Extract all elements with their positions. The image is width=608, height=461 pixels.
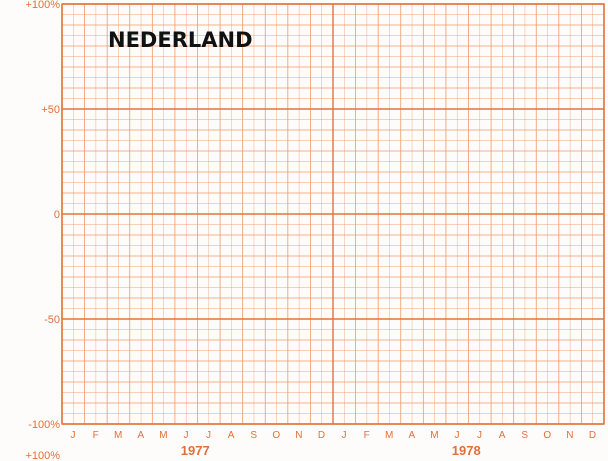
x-tick-label: J: [342, 430, 348, 441]
x-tick-label: F: [93, 430, 100, 441]
x-tick-label: N: [566, 430, 574, 441]
x-tick-label: M: [114, 430, 123, 441]
y-axis-tick-labels: +100% +50 0 -50 -100% +100%: [25, 0, 60, 461]
x-tick-label: M: [159, 430, 168, 441]
x-tick-label: D: [589, 430, 597, 441]
year-labels: 1977 1978: [181, 443, 481, 458]
x-tick-label: F: [364, 430, 371, 441]
year-label: 1978: [452, 443, 481, 458]
x-tick-label: N: [295, 430, 303, 441]
year-label: 1977: [181, 443, 210, 458]
x-tick-label: D: [318, 430, 326, 441]
x-tick-label: M: [430, 430, 439, 441]
x-tick-label: S: [250, 430, 257, 441]
x-tick-label: A: [137, 430, 144, 441]
x-tick-label: A: [499, 430, 506, 441]
x-tick-label: A: [228, 430, 235, 441]
y-tick-label: -50: [44, 314, 60, 326]
x-tick-label: S: [521, 430, 528, 441]
chart-title: NEDERLAND: [108, 28, 253, 52]
y-tick-label: +50: [41, 104, 60, 116]
y-tick-label: +100%: [25, 0, 60, 11]
x-tick-label: M: [385, 430, 394, 441]
x-tick-label: O: [543, 430, 551, 441]
x-tick-label: J: [183, 430, 189, 441]
x-tick-label: O: [272, 430, 280, 441]
x-tick-label: J: [206, 430, 212, 441]
x-tick-label: A: [408, 430, 415, 441]
y-tick-label: -100%: [28, 419, 60, 431]
x-tick-label: J: [454, 430, 460, 441]
x-tick-label: J: [71, 430, 77, 441]
x-tick-label: J: [477, 430, 483, 441]
y-tick-label: +100%: [25, 450, 60, 461]
y-tick-label: 0: [54, 209, 60, 221]
